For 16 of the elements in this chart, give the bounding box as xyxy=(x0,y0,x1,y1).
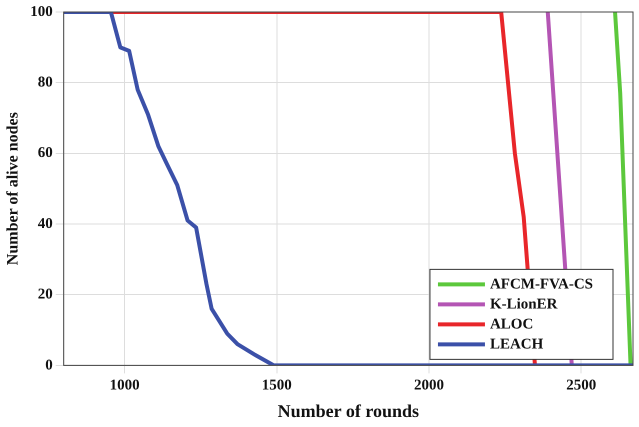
x-tick-label: 2000 xyxy=(414,377,444,394)
legend-label: ALOC xyxy=(490,316,534,332)
y-tick-label: 80 xyxy=(38,74,53,91)
y-tick-label: 40 xyxy=(38,216,53,232)
y-axis-title: Number of alive nodes xyxy=(4,112,22,266)
x-tick-label: 1500 xyxy=(262,377,292,394)
y-tick-label: 60 xyxy=(38,145,53,162)
y-tick-label: 100 xyxy=(30,4,53,20)
legend-label: AFCM-FVA-CS xyxy=(490,276,593,292)
y-tick-label: 0 xyxy=(45,357,53,374)
x-axis-title: Number of rounds xyxy=(278,400,420,421)
y-tick-label: 20 xyxy=(38,286,53,303)
x-tick-label: 2500 xyxy=(566,377,596,394)
legend-label: LEACH xyxy=(490,336,544,352)
legend-label: K-LionER xyxy=(490,296,558,312)
x-tick-label: 1000 xyxy=(110,377,140,394)
